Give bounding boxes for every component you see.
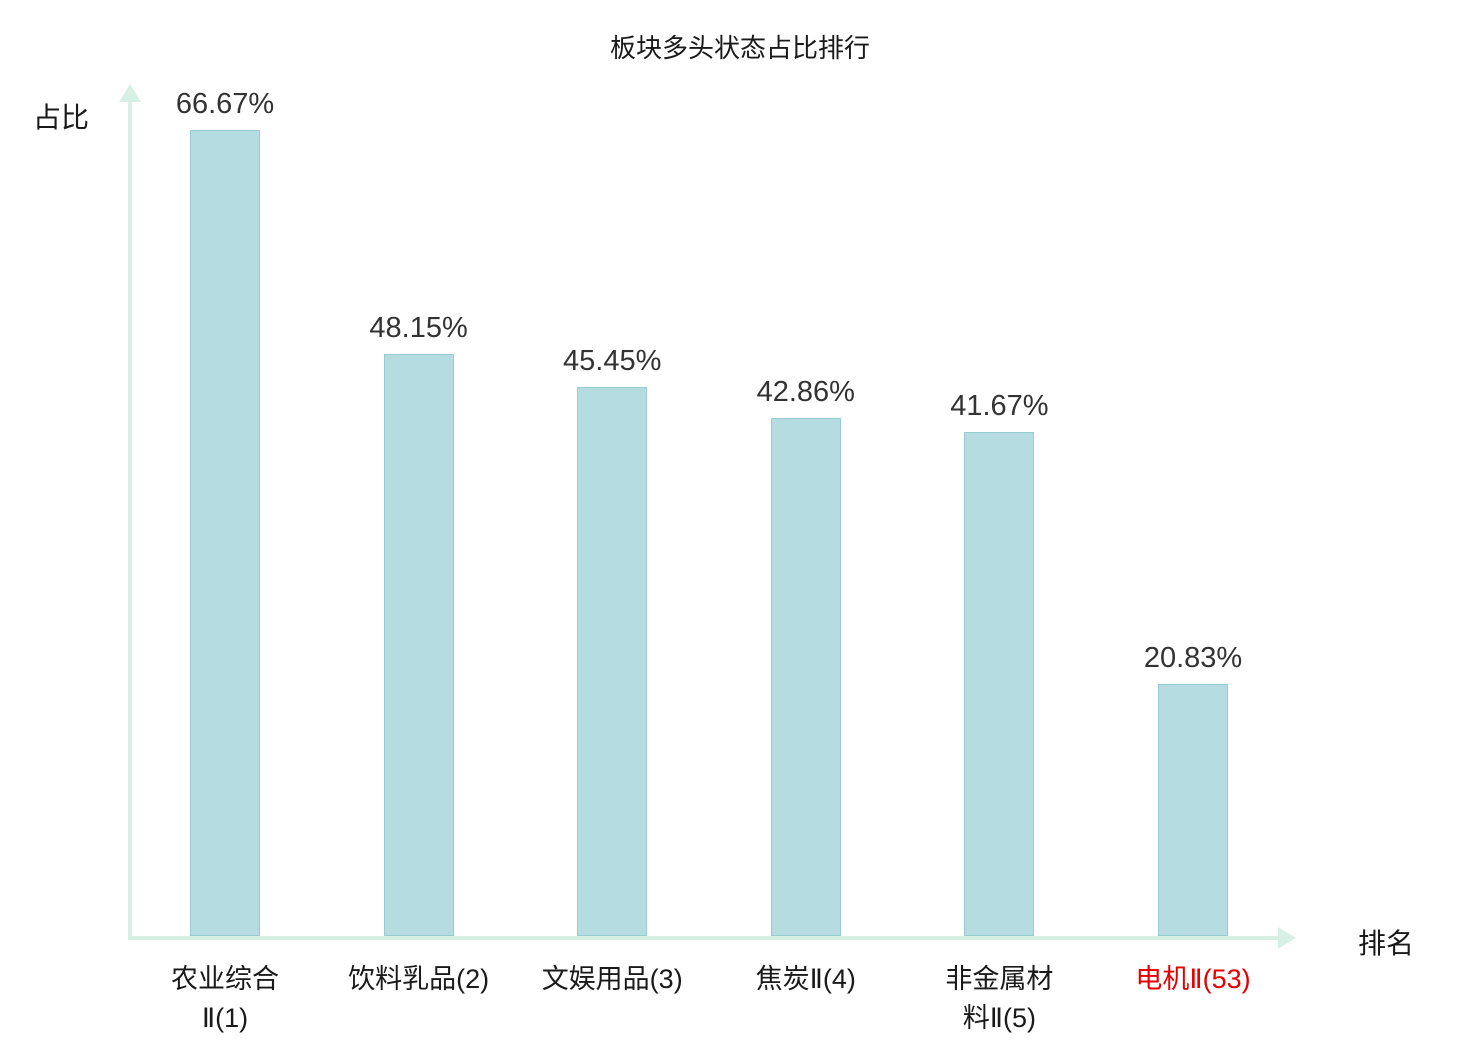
category-label: 文娱用品(3): [541, 964, 683, 994]
bar: [577, 387, 648, 936]
category-label: 焦炭Ⅱ(4): [755, 964, 856, 994]
x-axis-label: 排名: [1358, 928, 1415, 959]
bar-value-label: 41.67%: [950, 390, 1049, 422]
bar: [770, 418, 841, 936]
x-axis-arrow-icon: [1278, 927, 1296, 949]
bar-value-label: 66.67%: [175, 88, 275, 120]
bar: [964, 432, 1035, 936]
bar: [1158, 684, 1228, 936]
category-label: 农业综合 Ⅱ(1): [171, 964, 279, 1034]
bar-value-label: 42.86%: [756, 376, 855, 408]
bar: [383, 354, 454, 936]
bar: [190, 130, 260, 936]
category-label: 非金属材 料Ⅱ(5): [945, 964, 1054, 1034]
y-axis-arrow-icon: [119, 84, 141, 102]
category-label: 饮料乳品(2): [348, 964, 490, 994]
bar-value-label: 20.83%: [1143, 642, 1243, 674]
chart-title: 板块多头状态占比排行: [609, 33, 870, 63]
category-label: 电机Ⅱ(53): [1135, 964, 1251, 994]
bar-value-label: 45.45%: [563, 345, 662, 377]
y-axis-line: [128, 98, 132, 938]
bar-value-label: 48.15%: [369, 312, 468, 344]
y-axis-label: 占比: [33, 102, 90, 133]
x-axis-line: [128, 936, 1280, 940]
